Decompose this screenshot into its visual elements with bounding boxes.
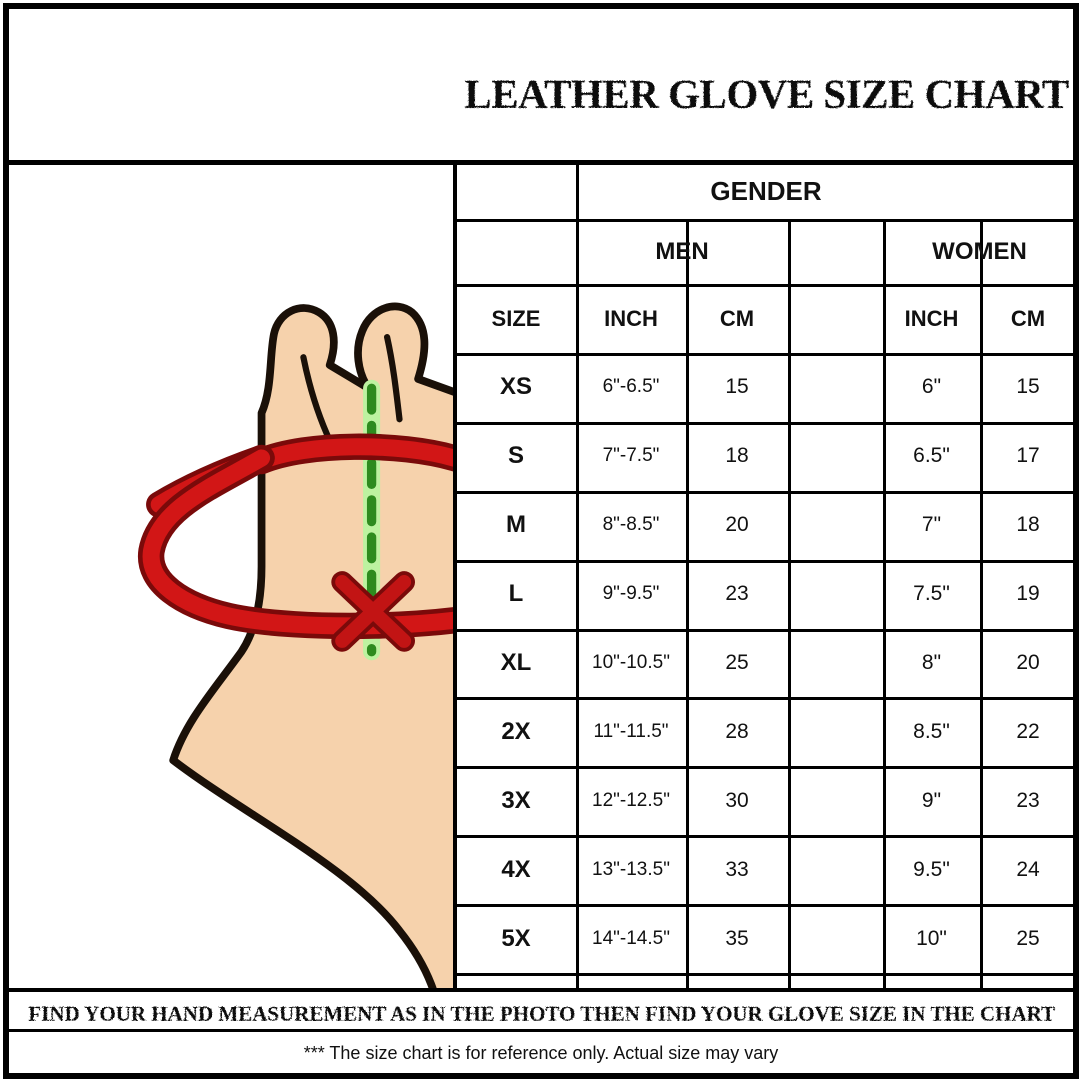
- svg-text:LEATHER GLOVE SIZE CHART: LEATHER GLOVE SIZE CHART: [464, 70, 1069, 116]
- svg-text:FIND YOUR HAND MEASUREMENT AS: FIND YOUR HAND MEASUREMENT AS IN THE PHO…: [28, 1001, 1055, 1025]
